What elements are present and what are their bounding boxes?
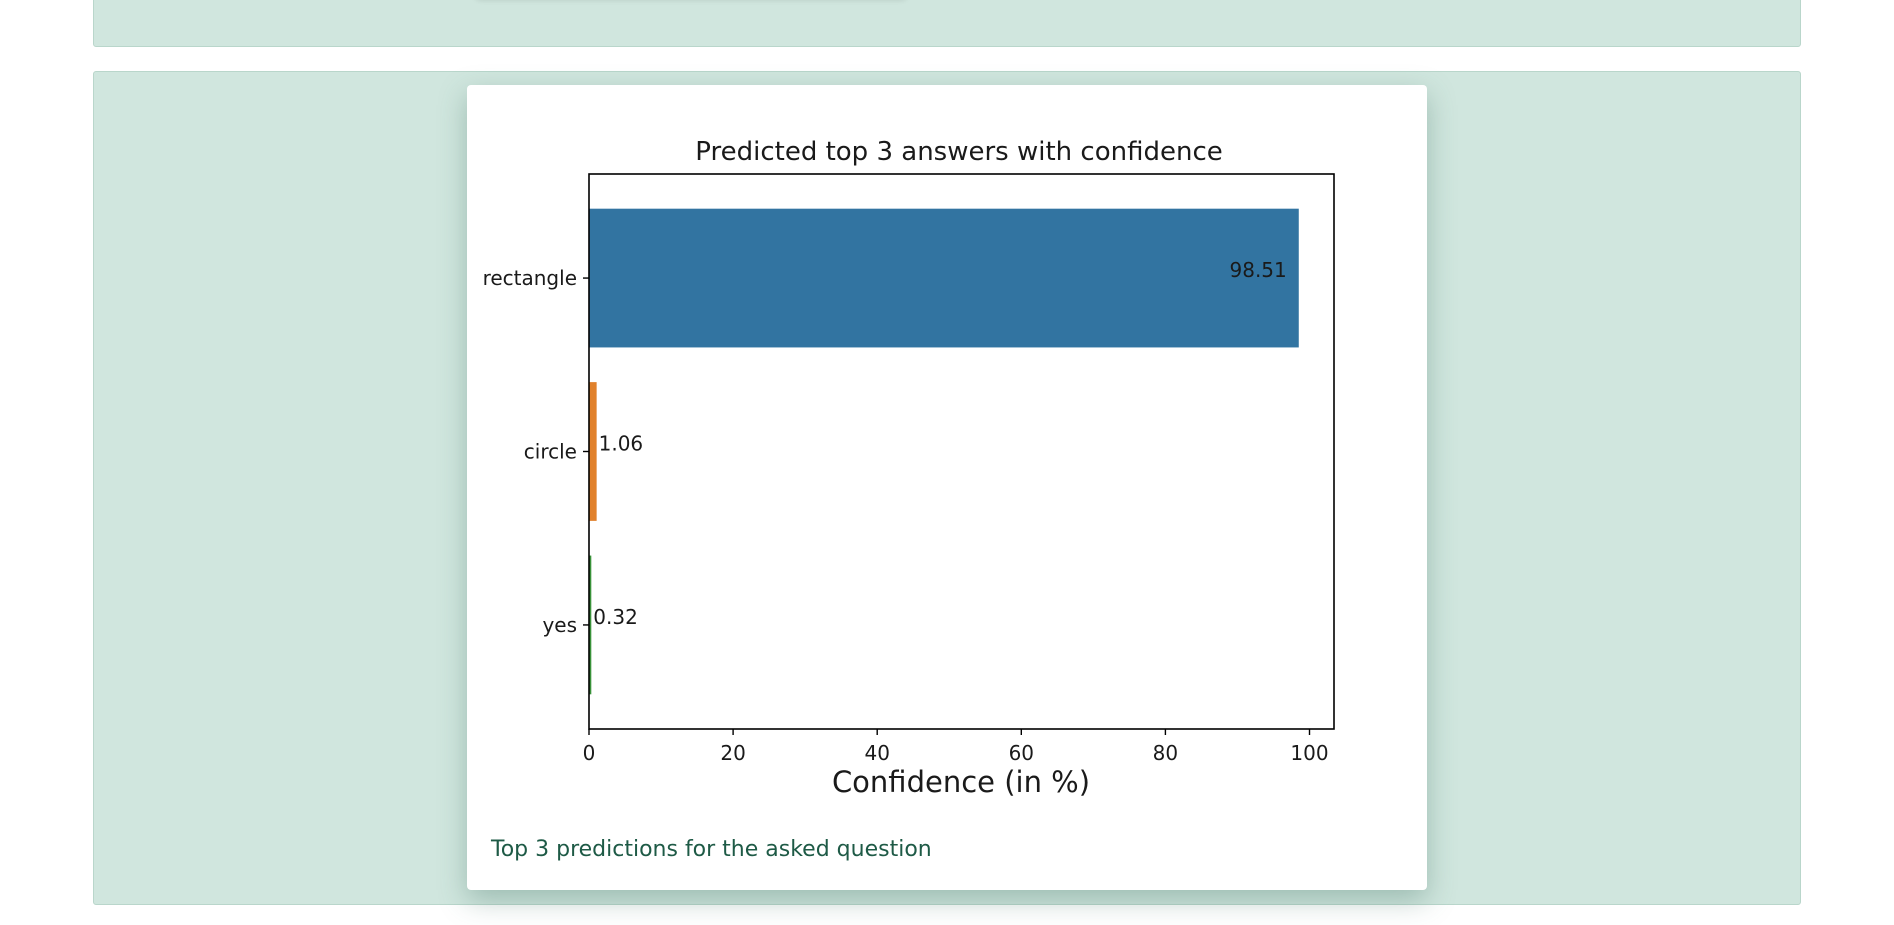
x-tick-label: 0 xyxy=(583,741,596,765)
x-axis-label: Confidence (in %) xyxy=(832,765,1090,799)
x-tick-label: 40 xyxy=(864,741,889,765)
previous-output-panel xyxy=(93,0,1801,47)
bar-value-label-circle: 1.06 xyxy=(599,432,644,456)
x-tick-label: 20 xyxy=(720,741,745,765)
confidence-bar-chart: Predicted top 3 answers with confidence … xyxy=(483,137,1335,799)
bar-labels-group: 98.51 1.06 0.32 xyxy=(593,258,1286,629)
x-tick-label: 80 xyxy=(1153,741,1178,765)
x-tick-label: 60 xyxy=(1009,741,1034,765)
bar-value-label-yes: 0.32 xyxy=(593,605,638,629)
x-axis: 0 20 40 60 80 100 xyxy=(583,729,1329,765)
bar-yes xyxy=(589,555,592,695)
y-tick-label-rectangle: rectangle xyxy=(483,266,577,290)
bar-rectangle xyxy=(589,208,1299,348)
bar-value-label-rectangle: 98.51 xyxy=(1230,258,1287,282)
x-tick-label: 100 xyxy=(1290,741,1328,765)
prediction-figure-card: Predicted top 3 answers with confidence … xyxy=(467,85,1427,890)
y-axis: rectangle circle yes xyxy=(483,266,589,637)
bar-circle xyxy=(589,382,597,521)
bars-group xyxy=(589,208,1299,695)
figure-caption: Top 3 predictions for the asked question xyxy=(491,837,932,862)
y-tick-label-yes: yes xyxy=(542,613,577,637)
chart-title: Predicted top 3 answers with confidence xyxy=(695,137,1222,167)
plot-frame xyxy=(588,173,1335,730)
y-tick-label-circle: circle xyxy=(524,440,577,464)
